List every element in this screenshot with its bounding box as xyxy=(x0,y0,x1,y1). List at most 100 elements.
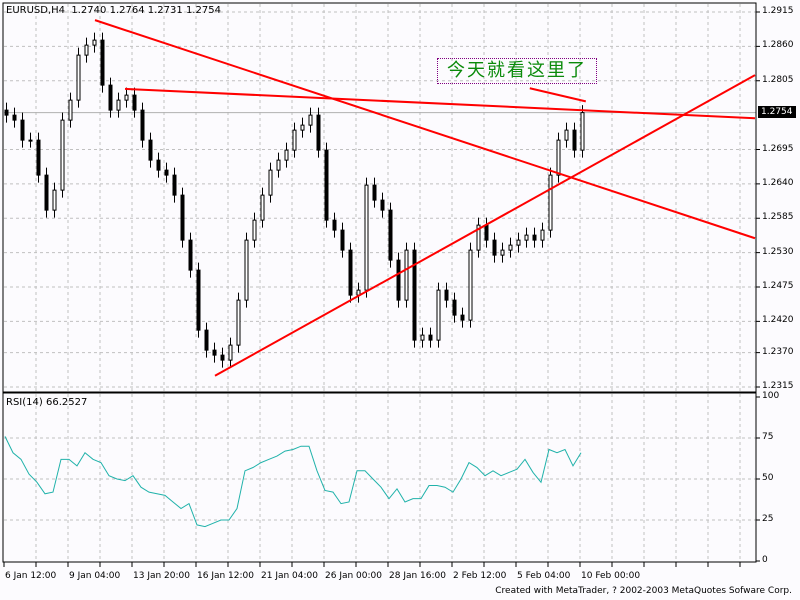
time-axis-label: 10 Feb 00:00 xyxy=(581,571,641,581)
trendline xyxy=(94,19,756,240)
chart-header: EURUSD,H4 1.2740 1.2764 1.2731 1.2754 xyxy=(6,5,221,16)
candle-body xyxy=(420,334,425,341)
candle-body xyxy=(484,224,489,241)
trendline xyxy=(214,74,756,377)
candle-body xyxy=(20,119,25,141)
candle-body xyxy=(44,174,49,211)
price-axis-label: 1.2315 xyxy=(762,381,794,391)
candle-body xyxy=(228,344,233,361)
price-axis-label: 1.2640 xyxy=(762,177,794,188)
symbol: EURUSD,H4 xyxy=(6,5,66,16)
price-axis-label: 1.2530 xyxy=(762,246,794,257)
rsi-axis-label: 50 xyxy=(762,473,774,483)
candle-body xyxy=(404,249,409,301)
candle-body xyxy=(244,239,249,301)
candle-body xyxy=(292,129,297,151)
candle-body xyxy=(276,159,281,171)
candle-body xyxy=(204,329,209,351)
candle-body xyxy=(124,94,129,101)
candle-body xyxy=(252,219,257,241)
candle-body xyxy=(36,139,41,176)
candle-body xyxy=(12,114,17,121)
time-axis-label: 16 Jan 12:00 xyxy=(197,571,254,581)
candle-body xyxy=(148,139,153,161)
price-axis-label: 1.2695 xyxy=(762,143,794,154)
price-axis-label: 1.2370 xyxy=(762,346,794,357)
trendlines[interactable] xyxy=(94,19,756,377)
candle-body xyxy=(268,169,273,196)
candle-body xyxy=(548,174,553,231)
rsi-panel-frame xyxy=(2,392,757,563)
candle-body xyxy=(460,314,465,321)
time-axis-label: 9 Jan 04:00 xyxy=(69,571,121,581)
candle-body xyxy=(220,354,225,361)
time-axis-label: 5 Feb 04:00 xyxy=(517,571,571,581)
candle-body xyxy=(76,54,81,101)
close-value: 1.2754 xyxy=(185,5,221,16)
candle-body xyxy=(236,299,241,346)
trendline xyxy=(529,87,587,103)
candle-body xyxy=(284,149,289,161)
candle-body xyxy=(428,334,433,341)
candle-body xyxy=(348,249,353,296)
candle-body xyxy=(188,239,193,271)
grid xyxy=(4,4,756,562)
candle-body xyxy=(476,224,481,251)
rsi-axis-label: 75 xyxy=(762,432,774,442)
candle-body xyxy=(28,139,33,142)
candle-body xyxy=(108,84,113,111)
rsi-line xyxy=(4,436,582,528)
candle-body xyxy=(412,249,417,341)
low-value: 1.2731 xyxy=(147,5,183,16)
candle-body xyxy=(316,114,321,151)
high-value: 1.2764 xyxy=(109,5,145,16)
candle-body xyxy=(500,249,505,256)
open-value: 1.2740 xyxy=(71,5,107,16)
candle-body xyxy=(68,99,73,121)
axis-ticks xyxy=(3,11,760,567)
candle-body xyxy=(84,44,89,56)
rsi-axis-label: 100 xyxy=(762,391,780,401)
candle-body xyxy=(516,239,521,246)
price-axis-label: 1.2860 xyxy=(762,40,794,51)
rsi-series xyxy=(4,436,582,528)
candle-body xyxy=(260,194,265,221)
candle-body xyxy=(452,299,457,316)
candle-body xyxy=(172,174,177,196)
candle-body xyxy=(436,289,441,341)
candle-body xyxy=(164,169,169,176)
time-axis-label: 13 Jan 20:00 xyxy=(133,571,190,581)
time-axis-label: 26 Jan 00:00 xyxy=(325,571,382,581)
time-axis-label: 28 Jan 16:00 xyxy=(389,571,446,581)
candle-body xyxy=(564,129,569,141)
candle-body xyxy=(92,39,97,46)
candle-body xyxy=(132,94,137,111)
candle-body xyxy=(308,114,313,126)
candle-body xyxy=(60,119,65,191)
candle-body xyxy=(508,244,513,251)
price-axis-label: 1.2915 xyxy=(762,6,794,16)
rsi-value: 66.2527 xyxy=(45,397,88,408)
price-panel-frame xyxy=(2,2,757,393)
candle-body xyxy=(380,199,385,211)
candle-body xyxy=(4,109,9,116)
candle-body xyxy=(52,189,57,211)
price-axis-label: 1.2420 xyxy=(762,315,794,326)
candle-body xyxy=(100,39,105,86)
rsi-axis-label: 25 xyxy=(762,514,774,524)
candle-body xyxy=(140,109,145,141)
candle-body xyxy=(180,194,185,241)
rsi-title: RSI(14) xyxy=(6,397,43,408)
price-axis-label: 1.2585 xyxy=(762,212,794,223)
price-axis-label: 1.2475 xyxy=(762,281,794,291)
candle-body xyxy=(556,139,561,176)
candle-body xyxy=(580,112,585,151)
rsi-axis-label: 0 xyxy=(762,555,768,565)
trendline xyxy=(124,87,756,120)
price-axis-label: 1.2805 xyxy=(762,74,794,85)
candle-body xyxy=(572,129,577,151)
annotation-label[interactable]: 今天就看这里了 xyxy=(437,58,597,84)
candle-body xyxy=(156,159,161,171)
candle-body xyxy=(524,234,529,241)
